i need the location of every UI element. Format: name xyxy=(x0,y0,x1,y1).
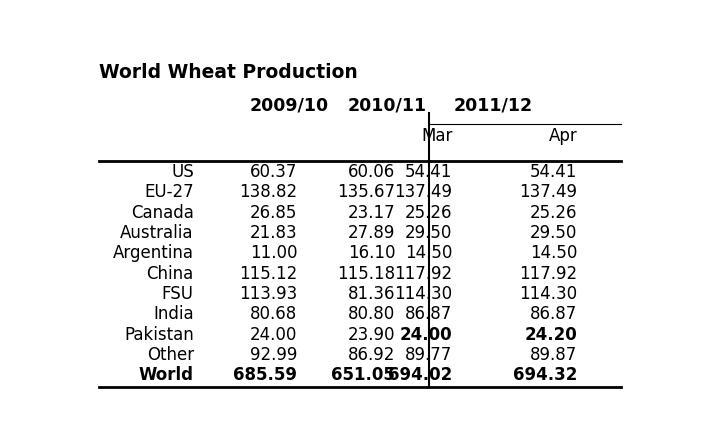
Text: Mar: Mar xyxy=(421,127,452,145)
Text: 86.87: 86.87 xyxy=(530,305,578,323)
Text: 24.00: 24.00 xyxy=(250,326,297,344)
Text: 26.85: 26.85 xyxy=(250,204,297,222)
Text: 89.77: 89.77 xyxy=(405,346,452,364)
Text: 80.80: 80.80 xyxy=(348,305,395,323)
Text: China: China xyxy=(147,265,194,282)
Text: 80.68: 80.68 xyxy=(250,305,297,323)
Text: Other: Other xyxy=(147,346,194,364)
Text: 114.30: 114.30 xyxy=(394,285,452,303)
Text: 113.93: 113.93 xyxy=(239,285,297,303)
Text: 14.50: 14.50 xyxy=(405,244,452,262)
Text: 25.26: 25.26 xyxy=(530,204,578,222)
Text: Apr: Apr xyxy=(549,127,578,145)
Text: 86.92: 86.92 xyxy=(347,346,395,364)
Text: 81.36: 81.36 xyxy=(347,285,395,303)
Text: 2009/10: 2009/10 xyxy=(249,96,329,114)
Text: 21.83: 21.83 xyxy=(250,224,297,242)
Text: 651.05: 651.05 xyxy=(331,367,395,384)
Text: 685.59: 685.59 xyxy=(233,367,297,384)
Text: World: World xyxy=(139,367,194,384)
Text: 24.20: 24.20 xyxy=(524,326,578,344)
Text: 115.18: 115.18 xyxy=(337,265,395,282)
Text: 2010/11: 2010/11 xyxy=(347,96,427,114)
Text: 24.00: 24.00 xyxy=(399,326,452,344)
Text: 137.49: 137.49 xyxy=(395,183,452,202)
Text: 16.10: 16.10 xyxy=(347,244,395,262)
Text: 138.82: 138.82 xyxy=(239,183,297,202)
Text: 23.90: 23.90 xyxy=(347,326,395,344)
Text: 29.50: 29.50 xyxy=(530,224,578,242)
Text: 2011/12: 2011/12 xyxy=(453,96,533,114)
Text: 92.99: 92.99 xyxy=(250,346,297,364)
Text: Pakistan: Pakistan xyxy=(124,326,194,344)
Text: 27.89: 27.89 xyxy=(347,224,395,242)
Text: 117.92: 117.92 xyxy=(394,265,452,282)
Text: 54.41: 54.41 xyxy=(405,163,452,181)
Text: Australia: Australia xyxy=(120,224,194,242)
Text: 14.50: 14.50 xyxy=(530,244,578,262)
Text: 60.06: 60.06 xyxy=(348,163,395,181)
Text: 11.00: 11.00 xyxy=(250,244,297,262)
Text: 694.02: 694.02 xyxy=(388,367,452,384)
Text: 694.32: 694.32 xyxy=(513,367,578,384)
Text: 25.26: 25.26 xyxy=(405,204,452,222)
Text: 54.41: 54.41 xyxy=(530,163,578,181)
Text: 115.12: 115.12 xyxy=(239,265,297,282)
Text: Argentina: Argentina xyxy=(113,244,194,262)
Text: 60.37: 60.37 xyxy=(250,163,297,181)
Text: 89.87: 89.87 xyxy=(530,346,578,364)
Text: FSU: FSU xyxy=(162,285,194,303)
Text: Canada: Canada xyxy=(131,204,194,222)
Text: 23.17: 23.17 xyxy=(347,204,395,222)
Text: India: India xyxy=(153,305,194,323)
Text: 29.50: 29.50 xyxy=(405,224,452,242)
Text: 114.30: 114.30 xyxy=(519,285,578,303)
Text: 135.67: 135.67 xyxy=(337,183,395,202)
Text: 117.92: 117.92 xyxy=(519,265,578,282)
Text: World Wheat Production: World Wheat Production xyxy=(98,63,357,82)
Text: US: US xyxy=(171,163,194,181)
Text: 137.49: 137.49 xyxy=(519,183,578,202)
Text: EU-27: EU-27 xyxy=(144,183,194,202)
Text: 86.87: 86.87 xyxy=(405,305,452,323)
